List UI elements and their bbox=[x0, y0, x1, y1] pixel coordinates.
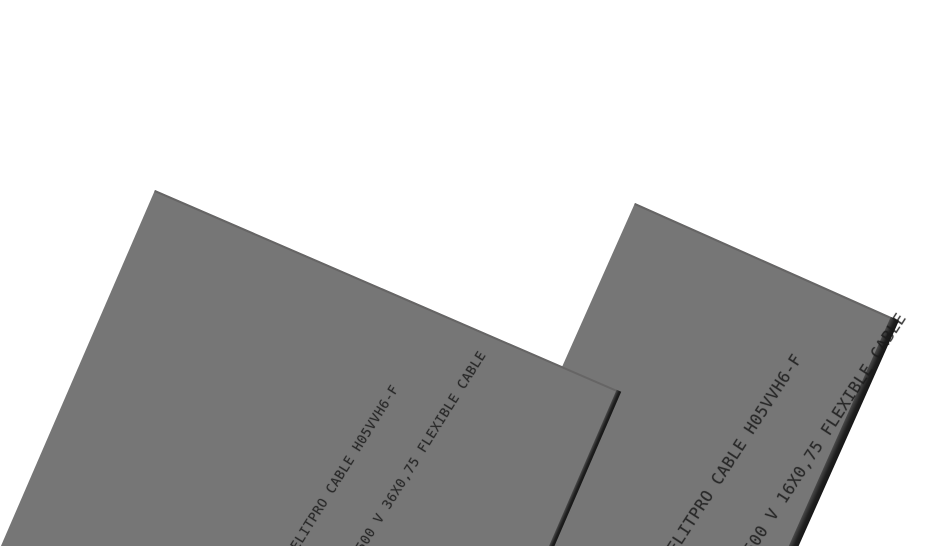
photo-canvas: ELITPRO CABLE H05VVH6-F 300/500 V 16X0,7… bbox=[0, 190, 910, 546]
